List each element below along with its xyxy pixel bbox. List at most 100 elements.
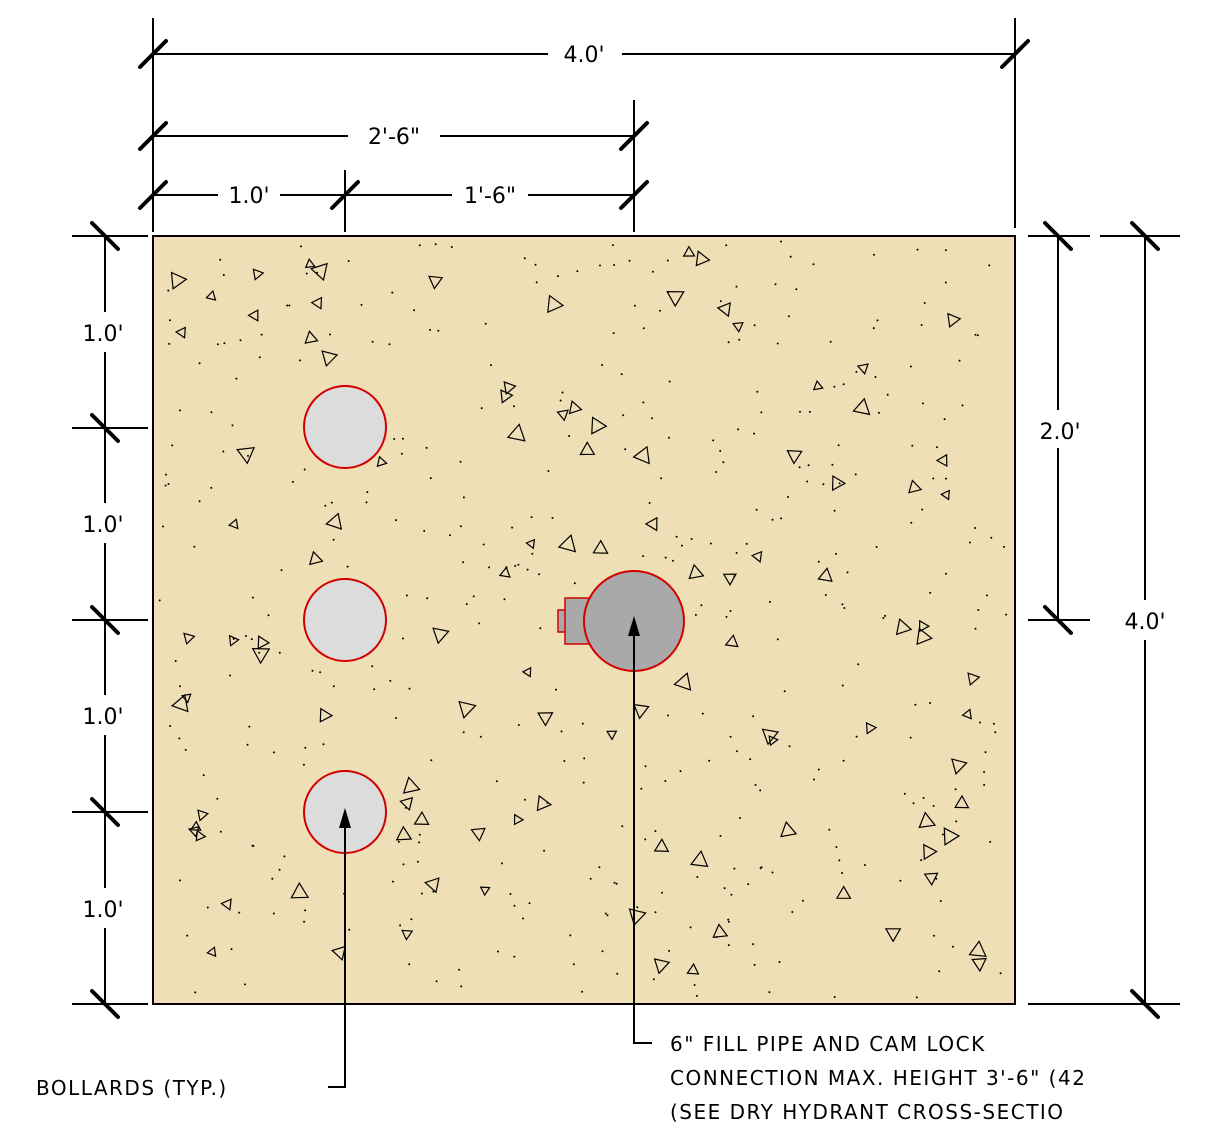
aggregate-dot	[198, 362, 201, 365]
aggregate-stone	[786, 449, 803, 465]
aggregate-dot	[495, 780, 498, 783]
aggregate-dot	[561, 391, 564, 394]
dim-top-right-segment: 1'-6"	[464, 184, 516, 209]
aggregate-dot	[659, 309, 661, 312]
aggregate-dot	[938, 970, 941, 973]
aggregate-stone	[195, 829, 207, 842]
aggregate-dot	[601, 364, 604, 366]
aggregate-dot	[621, 825, 624, 828]
aggregate-stone	[401, 929, 414, 941]
aggregate-stone	[304, 258, 316, 269]
aggregate-dot	[286, 304, 289, 307]
aggregate-dot	[522, 917, 524, 920]
aggregate-dot	[755, 508, 758, 511]
aggregate-stone	[227, 518, 239, 530]
aggregate-dot	[729, 610, 732, 612]
aggregate-dot	[395, 519, 397, 522]
aggregate-dot	[791, 911, 794, 913]
aggregate-dot	[459, 460, 462, 463]
aggregate-stone	[479, 886, 491, 897]
aggregate-stone	[257, 635, 271, 650]
aggregate-dot	[955, 820, 958, 823]
dim-top-mid: 2'-6"	[368, 125, 420, 150]
aggregate-dot	[935, 446, 938, 449]
aggregate-dot	[912, 802, 915, 805]
aggregate-dot	[875, 546, 878, 548]
aggregate-dot	[620, 373, 623, 376]
aggregate-stone	[525, 538, 536, 550]
aggregate-dot	[801, 899, 804, 902]
aggregate-dot	[798, 466, 801, 469]
aggregate-dot	[278, 651, 281, 654]
bollards-callout: BOLLARDS (TYP.)	[36, 1076, 228, 1100]
aggregate-dot	[877, 411, 880, 414]
aggregate-stone	[689, 850, 709, 868]
aggregate-dot	[915, 996, 918, 999]
aggregate-dot	[244, 635, 247, 637]
aggregate-stone	[856, 363, 869, 375]
aggregate-dot	[701, 712, 704, 715]
aggregate-dot	[347, 260, 350, 262]
dim-left-1: 1.0'	[82, 322, 123, 347]
aggregate-dot	[835, 846, 838, 848]
aggregate-dot	[179, 879, 181, 882]
aggregate-dot	[239, 339, 242, 342]
aggregate-stone	[498, 566, 511, 578]
aggregate-dot	[719, 449, 722, 452]
aggregate-dot	[813, 778, 815, 781]
aggregate-dot	[230, 948, 233, 951]
aggregate-dot	[922, 796, 925, 799]
aggregate-dot	[833, 385, 836, 388]
aggregate-dot	[654, 911, 657, 914]
aggregate-dot	[642, 555, 645, 558]
aggregate-dot	[806, 480, 809, 483]
aggregate-dot	[425, 446, 428, 449]
aggregate-stone	[632, 445, 650, 465]
aggregate-dot	[668, 380, 671, 383]
fill-pipe-callout-line-3: (SEE DRY HYDRANT CROSS-SECTIO	[670, 1100, 1065, 1123]
aggregate-dot	[408, 963, 411, 966]
aggregate-dot	[694, 613, 697, 616]
aggregate-stone	[183, 632, 196, 646]
aggregate-dot	[581, 990, 584, 993]
aggregate-stone	[895, 618, 913, 636]
aggregate-stone	[939, 489, 950, 501]
aggregate-stone	[503, 381, 517, 396]
aggregate-dot	[450, 246, 453, 248]
aggregate-dot	[258, 356, 261, 359]
aggregate-dot	[882, 617, 885, 619]
aggregate-dot	[932, 477, 935, 480]
aggregate-dot	[434, 243, 437, 246]
aggregate-dot	[611, 244, 614, 247]
aggregate-dot	[559, 399, 562, 402]
aggregate-dot	[272, 912, 275, 915]
aggregate-stone	[817, 567, 833, 582]
aggregate-stone	[682, 245, 696, 257]
aggregate-dot	[514, 564, 517, 567]
aggregate-dot	[974, 627, 977, 630]
aggregate-dot	[251, 596, 254, 599]
aggregate-dot	[857, 663, 860, 666]
aggregate-stone	[521, 666, 532, 678]
aggregate-dot	[976, 334, 979, 337]
aggregate-dot	[458, 968, 461, 971]
aggregate-dot	[700, 604, 703, 607]
aggregate-stone	[310, 296, 323, 310]
dim-top-overall: 4.0'	[563, 43, 604, 68]
aggregate-dot	[538, 573, 541, 576]
aggregate-stone	[557, 534, 577, 553]
aggregate-dot	[158, 599, 161, 602]
aggregate-dot	[371, 665, 374, 668]
aggregate-stone	[732, 322, 744, 333]
aggregate-dot	[329, 333, 331, 336]
aggregate-dot	[509, 893, 512, 895]
aggregate-dot	[543, 849, 546, 852]
aggregate-stone	[947, 312, 962, 329]
aggregate-dot	[661, 891, 663, 894]
aggregate-stone	[943, 827, 961, 846]
fill-pipe-leader-arrow	[628, 616, 640, 636]
aggregate-stone	[319, 707, 334, 723]
aggregate-dot	[679, 770, 682, 773]
aggregate-dot	[651, 417, 654, 420]
aggregate-dot	[530, 516, 533, 519]
